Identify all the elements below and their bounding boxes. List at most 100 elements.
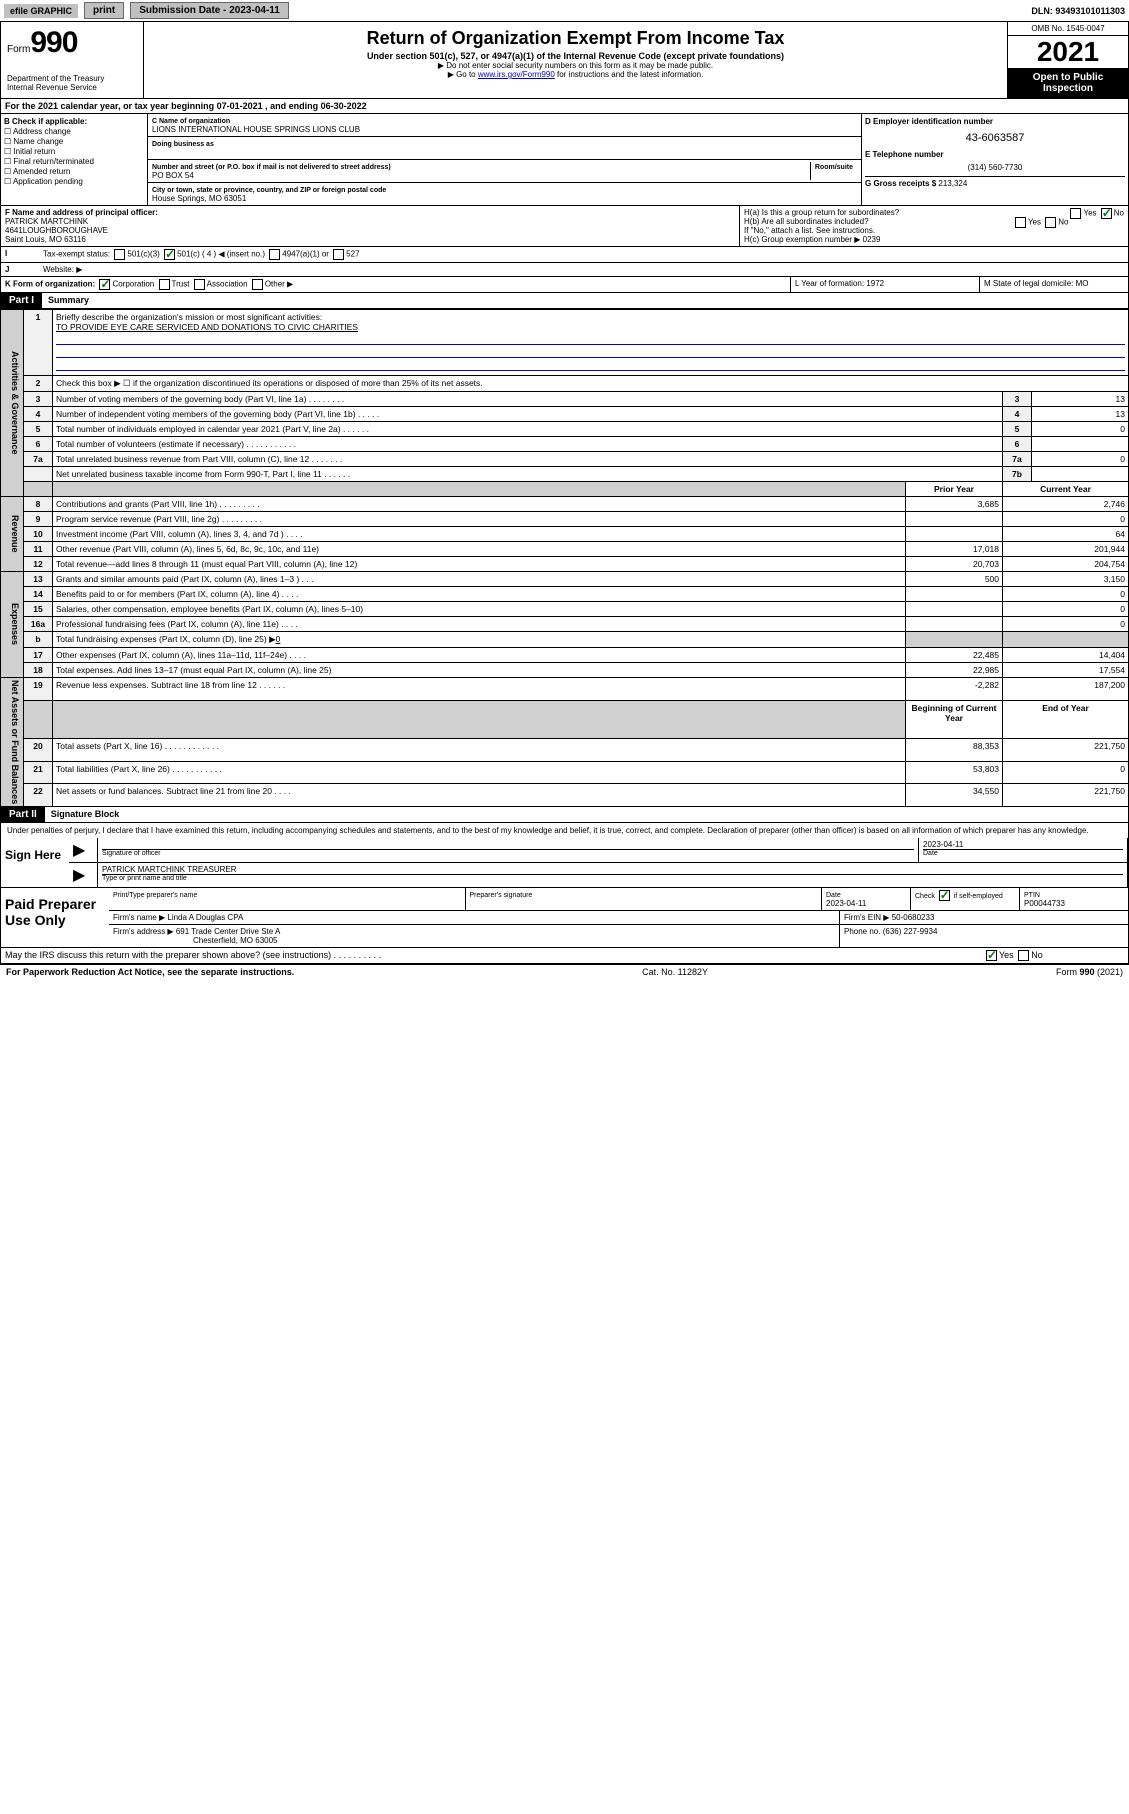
ha-label: H(a) Is this a group return for subordin… (744, 208, 899, 217)
l16a-cy: 0 (1003, 617, 1129, 632)
chk-pending[interactable]: ☐ Application pending (4, 177, 144, 186)
perjury-declaration: Under penalties of perjury, I declare th… (1, 823, 1128, 838)
hb-yes[interactable] (1015, 217, 1026, 228)
l6-text: Total number of volunteers (estimate if … (53, 437, 1003, 452)
l15-text: Salaries, other compensation, employee b… (53, 602, 906, 617)
l4-text: Number of independent voting members of … (53, 407, 1003, 422)
part1-title: Summary (42, 293, 95, 307)
irs-link[interactable]: www.irs.gov/Form990 (478, 70, 555, 79)
l21-py: 53,803 (906, 761, 1003, 784)
l21-text: Total liabilities (Part X, line 26) . . … (53, 761, 906, 784)
l7b-val (1032, 467, 1129, 482)
discuss-no[interactable] (1018, 950, 1029, 961)
tax-year-range: For the 2021 calendar year, or tax year … (1, 99, 371, 113)
l19-py: -2,282 (906, 678, 1003, 701)
l4-val: 13 (1032, 407, 1129, 422)
l11-text: Other revenue (Part VIII, column (A), li… (53, 542, 906, 557)
l20-py: 88,353 (906, 738, 1003, 761)
l11-py: 17,018 (906, 542, 1003, 557)
summary-table: Activities & Governance 1Briefly describ… (0, 309, 1129, 807)
chk-amended[interactable]: ☐ Amended return (4, 167, 144, 176)
part2-header: Part II (1, 807, 45, 822)
addr-label: Number and street (or P.O. box if mail i… (152, 164, 391, 171)
phone-value: (314) 560-7730 (865, 163, 1125, 172)
l12-cy: 204,754 (1003, 557, 1129, 572)
l9-cy: 0 (1003, 512, 1129, 527)
org-name: LIONS INTERNATIONAL HOUSE SPRINGS LIONS … (152, 125, 360, 134)
form-footer: Form 990 (2021) (1056, 967, 1123, 977)
l9-text: Program service revenue (Part VIII, line… (53, 512, 906, 527)
k-trust[interactable] (159, 279, 170, 290)
chk-initial[interactable]: ☐ Initial return (4, 147, 144, 156)
dba-label: Doing business as (152, 141, 214, 148)
firm-phone: (636) 227-9934 (883, 927, 938, 936)
self-employed: Check if self-employed (915, 893, 1003, 900)
l16b-text: Total fundraising expenses (Part IX, col… (53, 632, 906, 648)
l16a-text: Professional fundraising fees (Part IX, … (53, 617, 906, 632)
col-beginning: Beginning of Current Year (906, 700, 1003, 738)
k-other[interactable] (252, 279, 263, 290)
firm-name: Linda A Douglas CPA (167, 913, 243, 922)
hb-no[interactable] (1045, 217, 1056, 228)
ptin: P00044733 (1024, 899, 1065, 908)
side-net-assets: Net Assets or Fund Balances (1, 678, 24, 807)
part1-header: Part I (1, 293, 42, 308)
prep-date: 2023-04-11 (826, 899, 866, 908)
i-label: Tax-exempt status: (43, 250, 110, 259)
submission-date: Submission Date - 2023-04-11 (130, 2, 289, 19)
l10-text: Investment income (Part VIII, column (A)… (53, 527, 906, 542)
l19-text: Revenue less expenses. Subtract line 18 … (53, 678, 906, 701)
print-button[interactable]: print (84, 2, 124, 19)
l8-text: Contributions and grants (Part VIII, lin… (53, 497, 906, 512)
discuss-yes[interactable] (986, 950, 997, 961)
sig-date: 2023-04-11 (923, 840, 963, 849)
i-501c[interactable] (164, 249, 175, 260)
form-title: Return of Organization Exempt From Incom… (152, 28, 999, 49)
b-header: B Check if applicable: (4, 117, 144, 126)
l-year: L Year of formation: 1972 (791, 277, 980, 292)
ein-value: 43-6063587 (865, 132, 1125, 144)
i-527[interactable] (333, 249, 344, 260)
efile-label: efile GRAPHIC (4, 4, 78, 18)
omb-number: OMB No. 1545-0047 (1008, 22, 1128, 36)
l12-py: 20,703 (906, 557, 1003, 572)
chk-final[interactable]: ☐ Final return/terminated (4, 157, 144, 166)
form-number: 990 (30, 26, 77, 59)
group-exemption: 0239 (863, 235, 881, 244)
city-label: City or town, state or province, country… (152, 187, 386, 194)
l13-text: Grants and similar amounts paid (Part IX… (53, 572, 906, 587)
city-state-zip: House Springs, MO 63051 (152, 194, 246, 203)
l7a-text: Total unrelated business revenue from Pa… (53, 452, 1003, 467)
l8-cy: 2,746 (1003, 497, 1129, 512)
sign-here-label: Sign Here (1, 838, 69, 887)
l14-cy: 0 (1003, 587, 1129, 602)
l22-py: 34,550 (906, 784, 1003, 807)
paid-preparer-label: Paid Preparer Use Only (1, 888, 109, 947)
e-phone-label: E Telephone number (865, 150, 1125, 159)
m-state: M State of legal domicile: MO (980, 277, 1128, 292)
i-4947[interactable] (269, 249, 280, 260)
l18-text: Total expenses. Add lines 13–17 (must eq… (53, 663, 906, 678)
l20-cy: 221,750 (1003, 738, 1129, 761)
l17-cy: 14,404 (1003, 648, 1129, 663)
ha-no[interactable] (1101, 208, 1112, 219)
officer-addr: 4641LOUGHBOROUGHAVE (5, 226, 108, 235)
chk-address[interactable]: ☐ Address change (4, 127, 144, 136)
form-subtitle: Under section 501(c), 527, or 4947(a)(1)… (152, 51, 999, 61)
gross-receipts: 213,324 (938, 179, 967, 188)
l13-py: 500 (906, 572, 1003, 587)
form-header: Form990 Department of the TreasuryIntern… (0, 22, 1129, 99)
cat-number: Cat. No. 11282Y (642, 967, 708, 977)
col-current-year: Current Year (1003, 482, 1129, 497)
tax-year: 2021 (1008, 36, 1128, 68)
chk-name[interactable]: ☐ Name change (4, 137, 144, 146)
l22-cy: 221,750 (1003, 784, 1129, 807)
ha-yes[interactable] (1070, 208, 1081, 219)
k-corp[interactable] (99, 279, 110, 290)
l11-cy: 201,944 (1003, 542, 1129, 557)
k-label: K Form of organization: (5, 280, 95, 289)
k-assoc[interactable] (194, 279, 205, 290)
paperwork-notice: For Paperwork Reduction Act Notice, see … (6, 967, 294, 977)
i-501c3[interactable] (114, 249, 125, 260)
part2-title: Signature Block (45, 807, 126, 821)
